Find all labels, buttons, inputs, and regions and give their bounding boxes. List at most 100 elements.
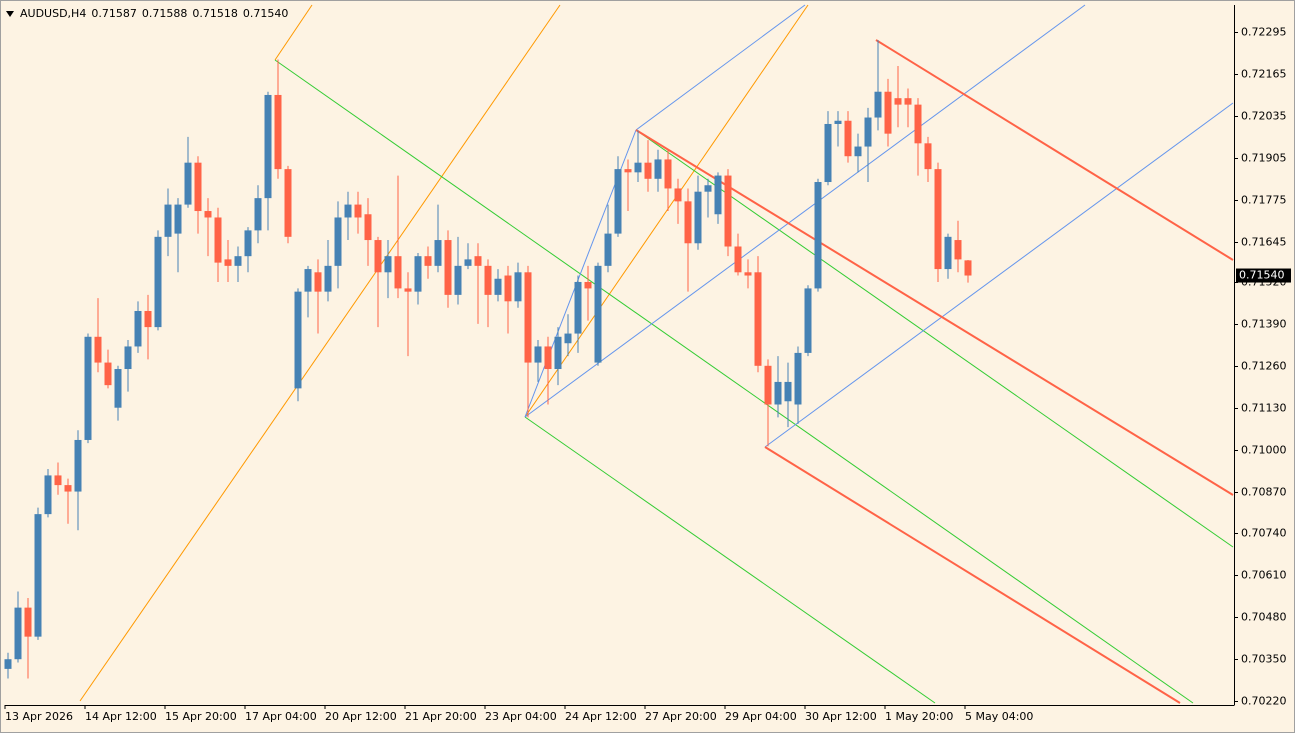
candle-body [164, 204, 172, 237]
candle-body [524, 272, 532, 363]
chart-header: AUDUSD,H4 0.71587 0.71588 0.71518 0.7154… [6, 7, 288, 20]
y-tick-label: 0.71000 [1241, 444, 1287, 457]
red-line [875, 39, 1234, 261]
candle-body [554, 336, 562, 370]
candle-body [754, 272, 762, 366]
blue-line [635, 4, 806, 131]
candle-body [374, 240, 382, 273]
candle-body [404, 288, 412, 292]
y-tick-label: 0.70480 [1241, 611, 1287, 624]
candle-body [764, 365, 772, 405]
candle-body [724, 175, 732, 247]
candle-body [274, 94, 282, 170]
candle-body [854, 146, 862, 157]
x-tick-label: 29 Apr 04:00 [725, 710, 797, 723]
candle-body [944, 236, 952, 270]
candle-body [294, 291, 302, 389]
blue-line [764, 102, 1234, 448]
candle-body [894, 98, 902, 105]
candle-body [174, 204, 182, 234]
orange-line [274, 4, 313, 61]
candle-body [444, 240, 452, 295]
orange-line [79, 4, 561, 702]
red-line [635, 129, 1234, 496]
candle-body [914, 104, 922, 144]
candle-body [924, 143, 932, 170]
candle-body [654, 159, 662, 179]
candle-body [644, 162, 652, 179]
candle-body [624, 169, 632, 173]
candle-body [594, 265, 602, 363]
candle-body [204, 211, 212, 218]
x-tick-label: 5 May 04:00 [965, 710, 1033, 723]
candle-body [544, 346, 552, 370]
candle-body [224, 259, 232, 266]
candle-body [64, 485, 72, 492]
candle-body [734, 246, 742, 273]
y-tick-label: 0.70220 [1241, 695, 1287, 708]
candle-body [284, 169, 292, 237]
x-tick-label: 13 Apr 2026 [5, 710, 73, 723]
candle-body [784, 381, 792, 402]
axes: 0.72295 0.72165 0.72035 0.71905 0.71775 0.716… [4, 26, 1291, 723]
candle-body [964, 260, 972, 276]
candle-body [394, 256, 402, 289]
candle-body [584, 281, 592, 289]
x-tick-label: 20 Apr 12:00 [325, 710, 397, 723]
candle-body [74, 439, 82, 492]
candle-body [834, 120, 842, 124]
green-line [274, 59, 1194, 704]
candle-body [134, 310, 142, 347]
candle-body [694, 191, 702, 244]
quote-low: 0.71518 [192, 7, 238, 20]
blue-line [524, 4, 1086, 418]
candle-body [364, 214, 372, 241]
y-tick-label: 0.71645 [1241, 236, 1287, 249]
orange-line [524, 4, 809, 418]
candle-body [14, 607, 22, 660]
x-tick-label: 23 Apr 04:00 [485, 710, 557, 723]
candle-body [674, 188, 682, 202]
candle-body [354, 204, 362, 218]
candle-body [94, 336, 102, 363]
candle-body [774, 381, 782, 405]
quote-close: 0.71540 [242, 7, 289, 20]
candle-body [484, 265, 492, 295]
candle-body [24, 607, 32, 637]
x-tick-label: 14 Apr 12:00 [85, 710, 157, 723]
candle-body [304, 269, 312, 292]
candle-body [114, 369, 122, 408]
y-tick-label: 0.70350 [1241, 653, 1287, 666]
x-tick-label: 24 Apr 12:00 [565, 710, 637, 723]
candle-body [464, 259, 472, 266]
candle-body [684, 201, 692, 244]
candle-body [604, 233, 612, 266]
candle-body [904, 98, 912, 105]
candle-body [814, 182, 822, 289]
green-line [635, 129, 1234, 548]
quote-open: 0.71587 [91, 7, 137, 20]
candle-body [384, 256, 392, 273]
green-line [524, 416, 936, 704]
candle-body [4, 659, 12, 669]
candle-body [804, 288, 812, 353]
y-tick-label: 0.70740 [1241, 527, 1287, 540]
y-tick-label: 0.71775 [1241, 194, 1287, 207]
candle-body [104, 362, 112, 386]
candle-body [794, 352, 802, 405]
candle-body [934, 169, 942, 270]
candle-body [504, 275, 512, 302]
menu-triangle[interactable] [6, 10, 14, 17]
x-tick-label: 17 Apr 04:00 [245, 710, 317, 723]
candle-body [324, 265, 332, 292]
symbol: AUDUSD,H4 [20, 7, 87, 20]
candles [4, 40, 972, 679]
y-tick-label: 0.70870 [1241, 486, 1287, 499]
candle-body [954, 240, 962, 260]
candle-body [574, 281, 582, 334]
y-tick-label: 0.70610 [1241, 569, 1287, 582]
candle-body [874, 91, 882, 118]
